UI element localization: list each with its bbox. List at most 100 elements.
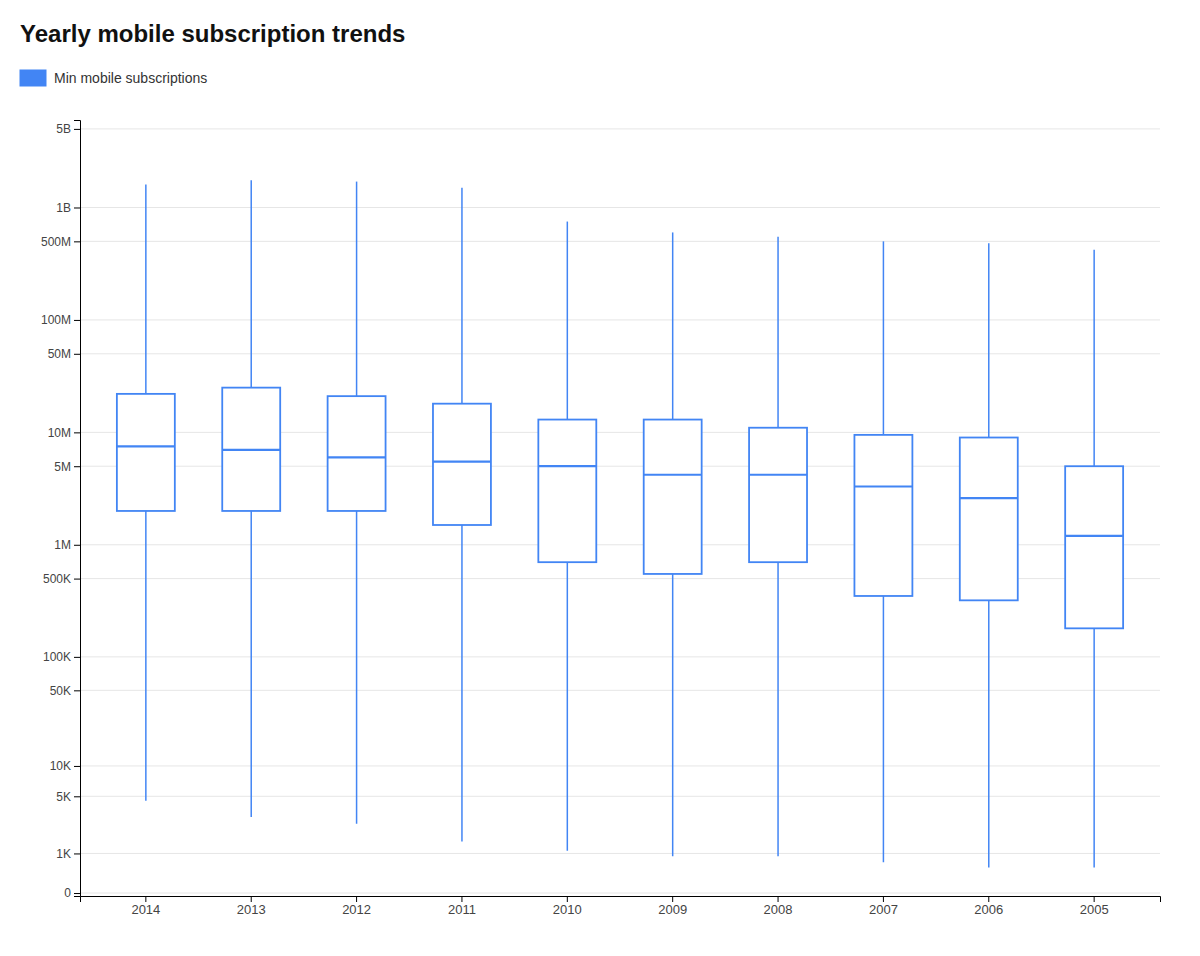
y-tick-label: 500K bbox=[43, 572, 71, 586]
x-tick: 2013 bbox=[237, 896, 266, 917]
y-tick: 50K bbox=[50, 684, 80, 698]
x-axis: 2014201320122011201020092008200720062005 bbox=[81, 896, 1161, 917]
y-tick-label: 500M bbox=[41, 235, 71, 249]
y-tick: 5B bbox=[56, 122, 80, 136]
x-tick: 2005 bbox=[1080, 896, 1109, 917]
title: Yearly mobile subscription trends bbox=[20, 20, 405, 47]
box bbox=[960, 243, 1018, 867]
y-tick: 500M bbox=[41, 235, 80, 249]
x-tick-label: 2010 bbox=[553, 902, 582, 917]
grid-line bbox=[80, 128, 1160, 129]
box-series bbox=[117, 180, 1123, 867]
lower-whisker bbox=[461, 525, 463, 841]
y-tick: 1B bbox=[56, 201, 80, 215]
y-tick: 5K bbox=[56, 790, 80, 804]
x-tick-mark bbox=[672, 896, 673, 902]
box-body bbox=[222, 388, 280, 511]
y-tick-mark bbox=[74, 893, 80, 894]
x-tick: 2008 bbox=[764, 896, 793, 917]
y-tick-label: 10M bbox=[48, 426, 71, 440]
y-tick-label: 5K bbox=[56, 790, 71, 804]
lower-whisker bbox=[1093, 628, 1095, 867]
x-tick-label: 2013 bbox=[237, 902, 266, 917]
y-tick-mark bbox=[74, 545, 80, 546]
median-line bbox=[749, 474, 807, 476]
box-body bbox=[538, 420, 596, 563]
box bbox=[749, 237, 807, 857]
x-tick-mark bbox=[356, 896, 357, 902]
lower-whisker bbox=[883, 596, 885, 862]
legend-item: Min mobile subscriptions bbox=[20, 70, 207, 86]
box-body bbox=[960, 438, 1018, 601]
grid-line bbox=[80, 319, 1160, 320]
box bbox=[538, 222, 596, 851]
marks bbox=[117, 180, 1123, 867]
y-tick-mark bbox=[74, 766, 80, 767]
upper-whisker bbox=[356, 182, 358, 397]
median-line bbox=[538, 465, 596, 467]
grid-line bbox=[80, 690, 1160, 691]
box-body bbox=[644, 420, 702, 574]
median-line bbox=[1065, 535, 1123, 537]
upper-whisker bbox=[250, 180, 252, 387]
x-tick-mark bbox=[778, 896, 779, 902]
legend-label: Min mobile subscriptions bbox=[54, 70, 207, 86]
y-tick-mark bbox=[74, 579, 80, 580]
y-tick: 100M bbox=[41, 313, 80, 327]
grid-line bbox=[80, 796, 1160, 797]
box bbox=[117, 185, 175, 801]
median-line bbox=[854, 485, 912, 487]
y-tick-label: 5B bbox=[56, 122, 71, 136]
box bbox=[433, 188, 491, 842]
grid bbox=[80, 129, 1160, 893]
x-tick-mark bbox=[883, 896, 884, 902]
y-tick-label: 0 bbox=[64, 886, 71, 900]
y-tick: 10K bbox=[50, 759, 80, 773]
plot: 01K5K10K50K100K500K1M5M10M50M100M500M1B5… bbox=[41, 121, 1161, 918]
y-tick: 50M bbox=[48, 347, 80, 361]
grid-line bbox=[80, 765, 1160, 766]
x-tick-label: 2009 bbox=[658, 902, 687, 917]
median-line bbox=[433, 460, 491, 462]
grid-line bbox=[80, 656, 1160, 657]
lower-whisker bbox=[356, 511, 358, 824]
y-tick: 1M bbox=[54, 538, 80, 552]
box-body bbox=[854, 435, 912, 596]
y-tick-label: 5M bbox=[54, 460, 71, 474]
x-tick-label: 2014 bbox=[131, 902, 160, 917]
x-axis-line bbox=[81, 897, 1161, 903]
x-tick-label: 2005 bbox=[1080, 902, 1109, 917]
y-tick-label: 100M bbox=[41, 313, 71, 327]
y-tick: 500K bbox=[43, 572, 80, 586]
upper-whisker bbox=[1093, 250, 1095, 466]
x-tick-label: 2012 bbox=[342, 902, 371, 917]
x-tick: 2010 bbox=[553, 896, 582, 917]
y-axis-line bbox=[74, 121, 81, 897]
x-tick-label: 2008 bbox=[764, 902, 793, 917]
x-tick-label: 2006 bbox=[974, 902, 1003, 917]
grid-line bbox=[80, 207, 1160, 208]
y-tick-mark bbox=[74, 853, 80, 854]
upper-whisker bbox=[777, 237, 779, 428]
upper-whisker bbox=[145, 185, 147, 394]
box-body bbox=[749, 428, 807, 562]
median-line bbox=[644, 474, 702, 476]
chart: 01K5K10K50K100K500K1M5M10M50M100M500M1B5… bbox=[0, 0, 1200, 956]
box bbox=[854, 241, 912, 862]
y-tick-mark bbox=[74, 320, 80, 321]
x-tick-label: 2011 bbox=[448, 902, 476, 917]
y-tick-mark bbox=[74, 354, 80, 355]
box bbox=[644, 232, 702, 856]
y-tick-mark bbox=[74, 657, 80, 658]
y-tick: 0 bbox=[64, 886, 80, 900]
box bbox=[1065, 250, 1123, 868]
box bbox=[222, 180, 280, 817]
y-tick: 10M bbox=[48, 426, 80, 440]
median-line bbox=[328, 456, 386, 458]
y-tick-label: 50K bbox=[50, 684, 71, 698]
box bbox=[328, 182, 386, 824]
x-tick-mark bbox=[461, 896, 462, 902]
y-tick-mark bbox=[74, 466, 80, 467]
y-tick-label: 10K bbox=[50, 759, 71, 773]
y-tick-mark bbox=[74, 432, 80, 433]
